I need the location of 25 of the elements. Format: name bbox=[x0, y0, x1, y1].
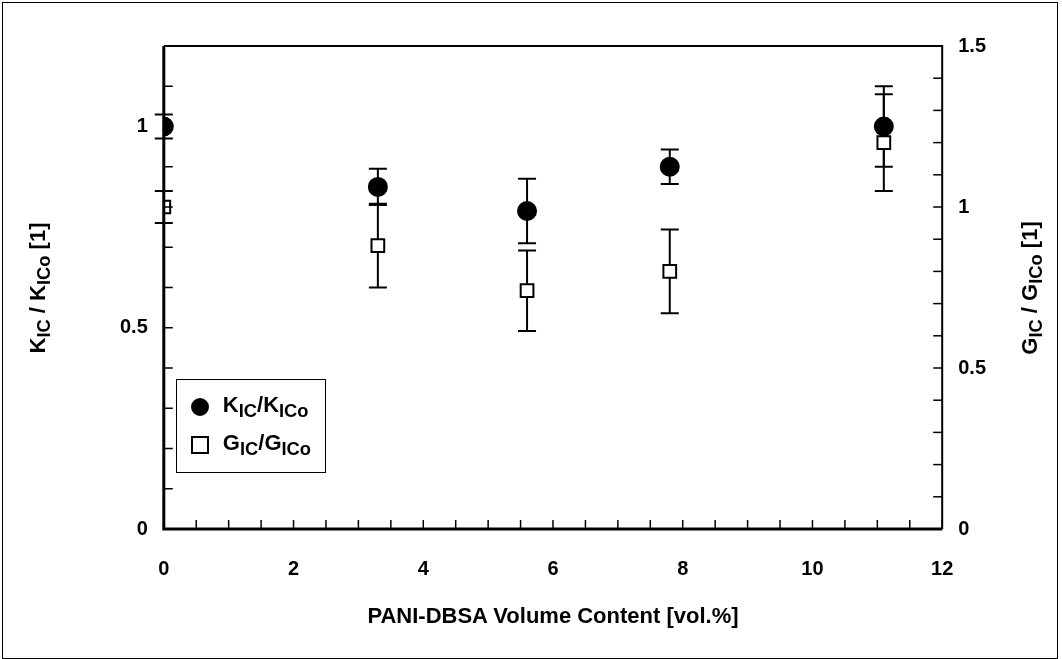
y2-tick-label: 0 bbox=[958, 516, 970, 539]
legend-label: K$_{IC}$/K$_{ICo}$ bbox=[222, 391, 309, 423]
point bbox=[876, 135, 892, 150]
y-tick-label: 1 bbox=[136, 114, 148, 137]
point bbox=[367, 176, 388, 197]
x-axis-title: PANI-DBSA Volume Content [vol.%] bbox=[366, 603, 740, 629]
point bbox=[370, 238, 386, 253]
x-tick-label: 8 bbox=[677, 556, 689, 579]
y2-tick-label: 1.5 bbox=[958, 33, 987, 56]
x-tick-label: 6 bbox=[547, 556, 559, 579]
x-tick-label: 0 bbox=[158, 556, 170, 579]
x-tick-label: 10 bbox=[801, 556, 824, 579]
y-tick-label: 0.5 bbox=[119, 315, 148, 338]
point bbox=[659, 156, 680, 177]
point bbox=[517, 201, 538, 222]
legend-label: G$_{IC}$/G$_{ICo}$ bbox=[222, 429, 312, 461]
x-tick-label: 12 bbox=[931, 556, 954, 579]
y-tick-label: 0 bbox=[136, 516, 148, 539]
x-tick-label: 4 bbox=[417, 556, 430, 579]
point bbox=[519, 283, 535, 299]
point bbox=[662, 264, 678, 279]
point bbox=[873, 116, 894, 137]
x-tick-label: 2 bbox=[287, 556, 300, 579]
y2-tick-label: 1 bbox=[958, 194, 970, 217]
y2-tick-label: 0.5 bbox=[958, 355, 987, 378]
